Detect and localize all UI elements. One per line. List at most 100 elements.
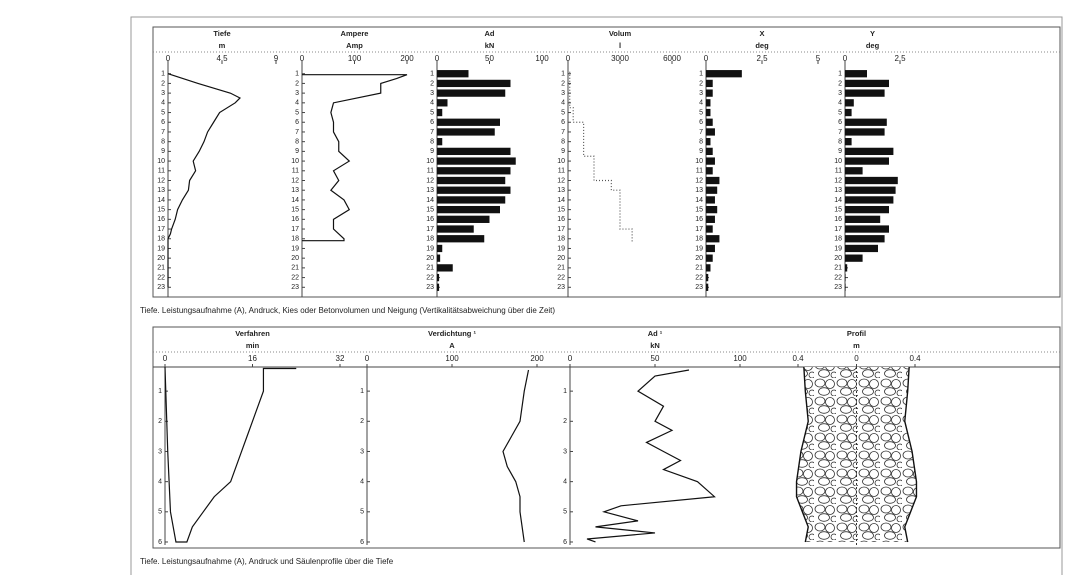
y-tick-label: 6: [360, 539, 364, 546]
y-tick-label: 21: [426, 265, 434, 272]
bar: [845, 128, 885, 136]
track-title: Tiefe: [213, 29, 230, 38]
y-tick-label: 19: [291, 245, 299, 252]
bar: [706, 128, 715, 136]
y-tick-label: 15: [426, 206, 434, 213]
y-tick-label: 22: [695, 274, 703, 281]
y-tick-label: 10: [426, 158, 434, 165]
bar: [437, 79, 511, 88]
y-tick-label: 13: [291, 187, 299, 194]
bar: [845, 235, 885, 243]
y-tick-label: 20: [695, 255, 703, 262]
y-tick-label: 17: [157, 226, 165, 233]
y-tick-label: 18: [291, 236, 299, 243]
y-tick-label: 4: [295, 100, 299, 107]
x-tick-label: 0: [300, 54, 305, 63]
y-tick-label: 7: [838, 129, 842, 136]
profile-fill: [796, 367, 917, 542]
y-tick-label: 14: [557, 197, 565, 204]
bar: [706, 283, 709, 291]
y-tick-label: 4: [360, 478, 364, 485]
bar: [706, 186, 718, 194]
y-tick-label: 16: [695, 216, 703, 223]
y-tick-label: 8: [561, 139, 565, 146]
y-tick-label: 9: [430, 148, 434, 155]
bar: [706, 99, 711, 107]
y-tick-label: 1: [699, 71, 703, 78]
y-tick-label: 5: [161, 109, 165, 116]
x-tick-label: 32: [336, 354, 345, 363]
x-tick-label: 0.4: [909, 354, 921, 363]
y-tick-label: 13: [157, 187, 165, 194]
y-tick-label: 3: [158, 448, 162, 455]
y-tick-label: 12: [834, 177, 842, 184]
track-title: X: [759, 29, 764, 38]
y-tick-label: 1: [158, 388, 162, 395]
bar: [706, 196, 715, 204]
bottom-panel: [152, 326, 1061, 549]
x-tick-label: 0: [568, 354, 573, 363]
bar: [706, 244, 715, 253]
track-unit: Amp: [346, 41, 363, 50]
y-tick-label: 11: [558, 168, 565, 175]
y-tick-label: 23: [291, 284, 299, 291]
bar: [437, 283, 440, 291]
y-tick-label: 3: [838, 90, 842, 97]
bar: [706, 215, 715, 223]
bar: [706, 167, 713, 175]
y-tick-label: 5: [430, 109, 434, 116]
y-tick-label: 15: [695, 206, 703, 213]
y-tick-label: 9: [295, 148, 299, 155]
y-tick-label: 9: [838, 148, 842, 155]
y-tick-label: 1: [295, 71, 299, 78]
y-tick-label: 17: [834, 226, 842, 233]
y-tick-label: 19: [557, 245, 565, 252]
track-unit: m: [853, 341, 860, 350]
x-tick-label: 3000: [611, 54, 629, 63]
bar: [437, 225, 474, 233]
bar: [706, 70, 742, 78]
y-tick-label: 14: [157, 197, 165, 204]
bar: [845, 167, 863, 175]
y-tick-label: 21: [695, 265, 703, 272]
y-tick-label: 7: [430, 129, 434, 136]
x-tick-label: 0.4: [792, 354, 804, 363]
bar: [437, 235, 485, 243]
y-tick-label: 8: [838, 139, 842, 146]
bar: [845, 99, 854, 107]
bar: [437, 128, 495, 136]
track-unit: l: [619, 41, 621, 50]
bar: [706, 273, 709, 282]
y-tick-label: 7: [161, 129, 165, 136]
bar: [437, 157, 516, 165]
y-tick-label: 16: [557, 216, 565, 223]
y-tick-label: 20: [557, 255, 565, 262]
y-tick-label: 7: [699, 129, 703, 136]
top-panel: [152, 26, 1061, 298]
x-tick-label: 200: [400, 54, 414, 63]
y-tick-label: 16: [426, 216, 434, 223]
y-tick-label: 2: [430, 80, 434, 87]
trace: [502, 369, 530, 543]
x-tick-label: 0: [435, 54, 440, 63]
bar: [706, 108, 711, 117]
y-tick-label: 14: [291, 197, 299, 204]
y-tick-label: 22: [426, 274, 434, 281]
y-tick-label: 20: [426, 255, 434, 262]
x-tick-label: 5: [816, 54, 821, 63]
bar: [845, 283, 846, 291]
y-tick-label: 21: [291, 265, 299, 272]
x-tick-label: 0: [843, 54, 848, 63]
y-tick-label: 4: [563, 478, 567, 485]
caption: Tiefe. Leistungsaufnahme (A), Andruck, K…: [140, 306, 555, 315]
y-tick-label: 6: [699, 119, 703, 126]
bar: [437, 108, 443, 117]
y-tick-label: 6: [295, 119, 299, 126]
y-tick-label: 10: [834, 158, 842, 165]
y-tick-label: 3: [161, 90, 165, 97]
y-tick-label: 1: [838, 71, 842, 78]
y-tick-label: 2: [295, 80, 299, 87]
y-tick-label: 3: [563, 448, 567, 455]
y-tick-label: 23: [157, 284, 165, 291]
y-tick-label: 1: [430, 71, 434, 78]
